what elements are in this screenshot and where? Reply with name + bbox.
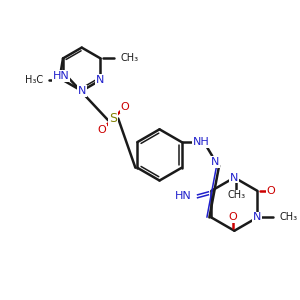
Text: S: S: [109, 112, 117, 125]
Text: CH₃: CH₃: [120, 53, 138, 63]
Text: O: O: [97, 125, 106, 135]
Text: N: N: [211, 157, 219, 167]
Text: O: O: [228, 212, 237, 222]
Text: N: N: [96, 75, 105, 85]
Text: CH₃: CH₃: [279, 212, 297, 223]
Text: O: O: [121, 102, 129, 112]
Text: N: N: [253, 212, 262, 223]
Text: O: O: [267, 186, 276, 196]
Text: NH: NH: [193, 137, 210, 147]
Text: HN: HN: [52, 71, 69, 81]
Text: HN: HN: [175, 191, 192, 201]
Text: N: N: [77, 86, 86, 96]
Text: N: N: [230, 172, 238, 183]
Text: H₃C: H₃C: [25, 75, 43, 85]
Text: CH₃: CH₃: [227, 190, 245, 200]
